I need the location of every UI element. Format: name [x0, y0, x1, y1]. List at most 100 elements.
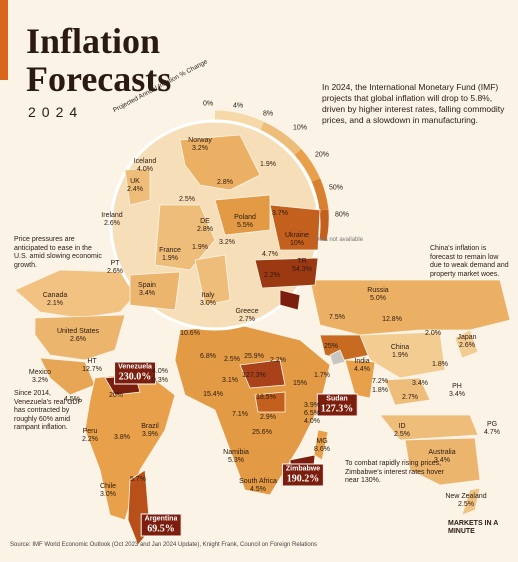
country-value: 15.4% [203, 391, 223, 398]
country-name: Spain [138, 282, 156, 289]
country-label: Argentina 69.5% [140, 513, 182, 537]
note-venezuela: Since 2014, Venezuela's real GDP has con… [14, 390, 83, 431]
country-value: 7.1% [232, 411, 248, 418]
country-value: 1.9% [392, 352, 408, 359]
legend-tick: 20% [314, 151, 330, 159]
country-name: ID [398, 423, 406, 430]
country-label: 2.0% [425, 330, 441, 338]
country-value: 4.0% [137, 166, 153, 173]
country-value: 1.9% [192, 244, 208, 251]
country-label: 3.7% [272, 210, 288, 218]
country-value: 127.3% [320, 403, 354, 415]
europe-map [124, 134, 321, 311]
country-label: Japan 2.6% [457, 334, 476, 350]
legend-tick: 50% [328, 184, 344, 192]
note-china: China's inflation is forecast to remain … [430, 245, 509, 278]
country-label: 25% [324, 343, 338, 351]
country-label: India 4.4% [354, 358, 370, 374]
country-label: Ireland 2.6% [101, 212, 122, 228]
country-name: Italy [201, 292, 215, 299]
country-name: Ireland [101, 212, 123, 219]
country-value: 3.7% [272, 210, 288, 217]
country-value: 2.6% [70, 336, 86, 343]
country-value: 3.4% [449, 391, 465, 398]
country-label: 7.5% [329, 314, 345, 322]
country-label: UK 2.4% [127, 178, 143, 194]
country-name: Argentina [144, 515, 178, 523]
country-label: Venezuela 230.0% [114, 361, 156, 385]
country-value: 25.6% [252, 429, 272, 436]
country-label: ID 2.5% [394, 423, 410, 439]
country-name: Poland [234, 214, 256, 221]
country-label: 20% [109, 392, 123, 400]
country-value: 2.0% [425, 330, 441, 337]
country-name: New Zealand [445, 493, 487, 500]
country-value: 5.0% [370, 295, 386, 302]
country-label: Chile 3.0% [100, 483, 116, 499]
country-label: 2.9% [260, 414, 276, 422]
country-value: 2.5% [224, 356, 240, 363]
country-value: 3.2% [192, 145, 208, 152]
country-value: 3.0% [100, 491, 116, 498]
country-name: India [354, 358, 370, 365]
country-value: 15% [292, 380, 308, 387]
country-value: 6.5% [304, 410, 320, 417]
country-label: 18.5% [256, 394, 276, 402]
country-value: 0.3% [152, 377, 168, 384]
country-name: South Africa [239, 478, 277, 485]
legend-tick: 10% [292, 124, 308, 132]
country-label: 25.6% [252, 429, 272, 437]
country-label: 3.2% [219, 239, 235, 247]
country-label: 15% [293, 380, 307, 388]
country-value: 3.4% [412, 380, 428, 387]
country-label: 25.9% [244, 353, 264, 361]
country-label: 2.5% [224, 356, 240, 364]
country-value: 7.2% [372, 378, 388, 385]
country-value: 2.6% [107, 268, 123, 275]
country-name: MG [316, 438, 328, 445]
legend-arc [214, 110, 329, 241]
country-label: Mexico 3.2% [29, 369, 51, 385]
country-label: 0.3% [152, 377, 168, 385]
country-label: Russia 5.0% [367, 287, 388, 303]
country-value: 4.7% [262, 251, 278, 258]
country-value: 54.3% [292, 266, 312, 273]
accent-bar [0, 0, 8, 80]
country-value: 3.1% [222, 377, 238, 384]
country-name: UK [130, 178, 140, 185]
country-value: 69.5% [147, 523, 175, 535]
country-value: 230.0% [118, 371, 152, 383]
country-label: 7.1% [232, 411, 248, 419]
country-label: 4.7% [262, 251, 278, 259]
country-label: 10.6% [180, 330, 200, 338]
country-label: 2.2% [270, 357, 286, 365]
country-name: Brazil [141, 423, 159, 430]
country-value: 2.2% [82, 436, 98, 443]
country-value: 2.6% [104, 220, 120, 227]
country-value: 1.7% [314, 372, 330, 379]
country-value: 2.9% [260, 414, 276, 421]
country-name: France [159, 247, 181, 254]
country-name: PG [486, 421, 498, 428]
country-label: 2.8% [217, 179, 233, 187]
country-value: 1.8% [372, 387, 388, 394]
country-value: 6.8% [200, 353, 216, 360]
country-label: Canada 2.1% [43, 292, 68, 308]
country-label: Australia 3.4% [428, 449, 455, 465]
country-label: Spain 3.4% [138, 282, 156, 298]
country-value: 3.4% [434, 457, 450, 464]
country-label: Italy 3.0% [200, 292, 216, 308]
country-name: Norway [188, 137, 212, 144]
country-value: 5.3% [228, 457, 244, 464]
note-zimbabwe: To combat rapidly rising prices, Zimbabw… [345, 460, 444, 484]
country-label: 7.2% [372, 378, 388, 386]
country-value: 2.7% [402, 394, 418, 401]
country-label: 3.9% [304, 402, 320, 410]
country-value: 190.2% [286, 473, 320, 485]
country-label: 3.1% [222, 377, 238, 385]
country-label: Brazil 3.9% [141, 423, 159, 439]
country-label: Greece 2.7% [236, 308, 259, 324]
country-value: 2.8% [197, 226, 213, 233]
country-value: 2.2% [264, 272, 280, 279]
country-value: 1.9% [260, 161, 276, 168]
